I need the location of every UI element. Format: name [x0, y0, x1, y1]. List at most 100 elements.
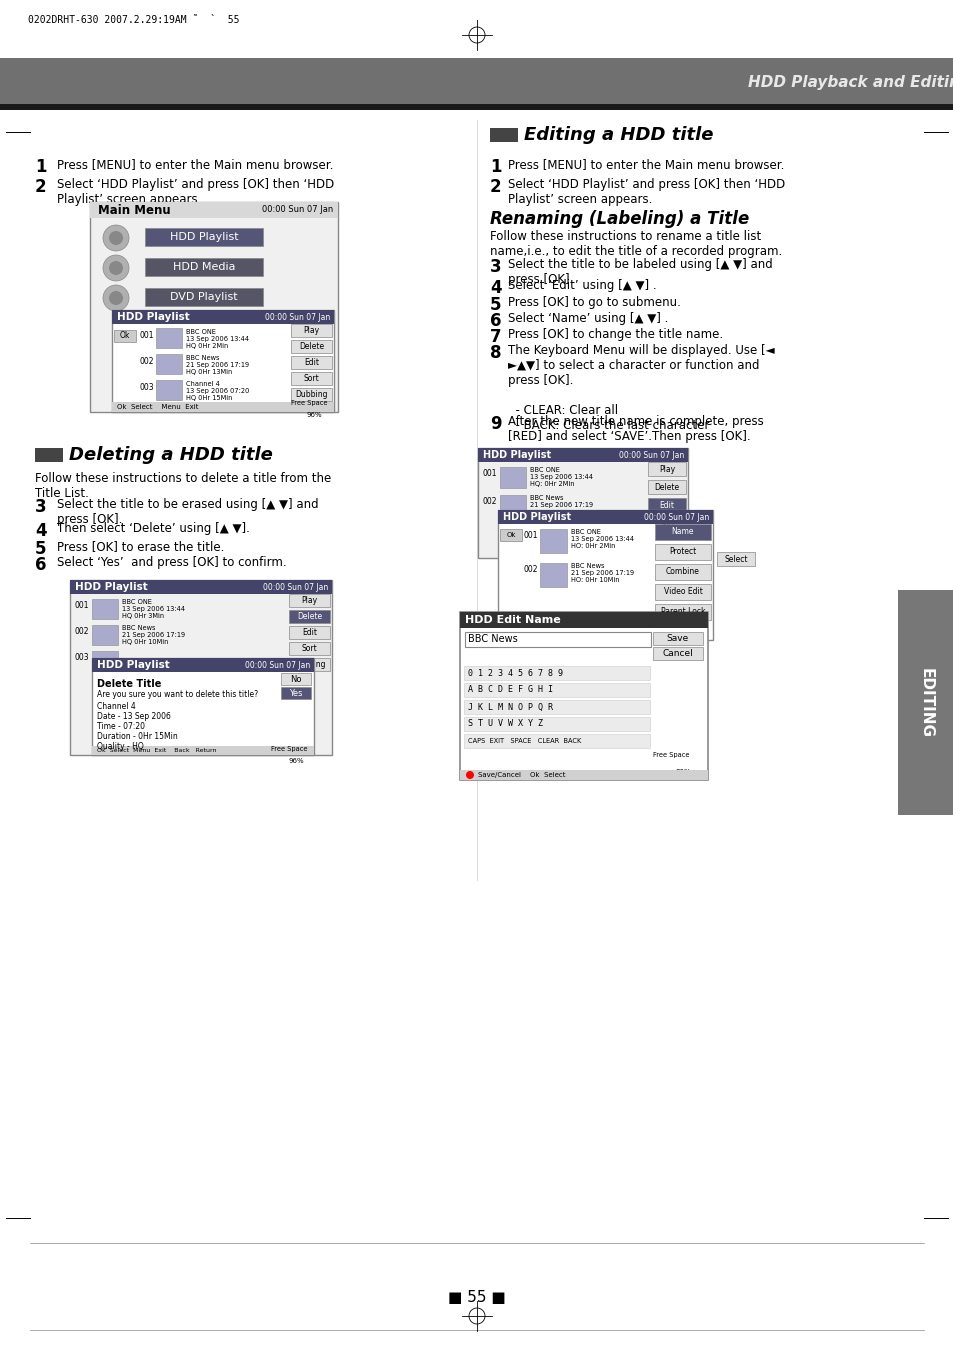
Bar: [463, 684, 649, 697]
Text: The Keyboard Menu will be displayed. Use [◄
►▲▼] to select a character or functi: The Keyboard Menu will be displayed. Use…: [507, 345, 774, 432]
Bar: [91, 658, 314, 671]
Bar: [499, 494, 525, 516]
Bar: [281, 673, 311, 685]
Bar: [156, 380, 182, 400]
Text: 80%: 80%: [675, 769, 690, 775]
Bar: [113, 330, 136, 342]
Text: Free Space: Free Space: [271, 746, 307, 753]
Bar: [156, 354, 182, 374]
Text: Select ‘Yes’  and press [OK] to confirm.: Select ‘Yes’ and press [OK] to confirm.: [57, 557, 286, 569]
Text: 8: 8: [490, 345, 501, 362]
Text: 00:00 Sun 07 Jan: 00:00 Sun 07 Jan: [265, 312, 330, 322]
Text: Select ‘HDD Playlist’ and press [OK] then ‘HDD
Playlist’ screen appears.: Select ‘HDD Playlist’ and press [OK] the…: [57, 178, 334, 205]
Text: Play: Play: [301, 596, 317, 605]
Text: HDD Playlist: HDD Playlist: [170, 232, 238, 242]
Text: S T U V W X Y Z: S T U V W X Y Z: [468, 720, 542, 728]
Bar: [497, 509, 712, 524]
Text: Press [MENU] to enter the Main menu browser.: Press [MENU] to enter the Main menu brow…: [57, 158, 333, 172]
Text: 90%: 90%: [679, 634, 695, 640]
Text: Select ‘HDD Playlist’ and press [OK] then ‘HDD
Playlist’ screen appears.: Select ‘HDD Playlist’ and press [OK] the…: [507, 178, 784, 205]
Bar: [145, 228, 263, 246]
Text: 003: 003: [75, 653, 90, 662]
Text: 001: 001: [523, 531, 537, 540]
Text: Select: Select: [723, 554, 747, 563]
Bar: [655, 563, 710, 580]
Bar: [289, 626, 330, 639]
Text: Free Space: Free Space: [652, 753, 689, 758]
Bar: [91, 598, 118, 619]
Text: Date - 13 Sep 2006: Date - 13 Sep 2006: [97, 712, 171, 721]
Text: J K L M N O P Q R: J K L M N O P Q R: [468, 703, 553, 712]
Bar: [459, 612, 707, 780]
Text: EDITING: EDITING: [918, 667, 933, 738]
Bar: [539, 563, 566, 586]
Bar: [289, 642, 330, 655]
Circle shape: [109, 261, 123, 276]
Text: Duration - 0Hr 15Min: Duration - 0Hr 15Min: [97, 732, 177, 740]
Text: BBC ONE
13 Sep 2006 13:44
HQ: 0Hr 2Min: BBC ONE 13 Sep 2006 13:44 HQ: 0Hr 2Min: [530, 467, 593, 486]
Bar: [112, 309, 334, 324]
Text: 0 1 2 3 4 5 6 7 8 9: 0 1 2 3 4 5 6 7 8 9: [468, 669, 562, 677]
Text: BBC News
21 Sep 2006 17:19
HQ 0Hr 10Min: BBC News 21 Sep 2006 17:19 HQ 0Hr 10Min: [122, 626, 185, 644]
Text: Ok: Ok: [120, 331, 130, 340]
Text: 9: 9: [490, 415, 501, 434]
Bar: [463, 717, 649, 731]
Text: Channel 4: Channel 4: [97, 703, 135, 711]
Text: Editing a HDD title: Editing a HDD title: [523, 126, 713, 145]
Text: 3: 3: [490, 258, 501, 276]
Text: Select the title to be erased using [▲ ▼] and
press [OK].: Select the title to be erased using [▲ ▼…: [57, 499, 318, 526]
Text: Name: Name: [671, 527, 694, 536]
Text: Main Menu: Main Menu: [98, 204, 171, 216]
Text: BBC ONE
13 Sep 2006 13:44
HQ 0Hr 3Min: BBC ONE 13 Sep 2006 13:44 HQ 0Hr 3Min: [122, 598, 185, 619]
Text: Sort: Sort: [303, 374, 319, 382]
Bar: [0, 58, 953, 109]
Text: BBC ONE
13 Sep 2006 13:44
HO: 0Hr 2Min: BBC ONE 13 Sep 2006 13:44 HO: 0Hr 2Min: [571, 530, 634, 549]
Bar: [145, 258, 263, 276]
Text: Delete: Delete: [654, 482, 679, 492]
Bar: [477, 449, 687, 558]
Text: Ok  Select    Menu  Exit: Ok Select Menu Exit: [117, 404, 198, 409]
Text: 5: 5: [35, 540, 47, 558]
Text: Video Edit: Video Edit: [663, 588, 701, 597]
Text: Edit: Edit: [659, 500, 674, 509]
Text: Delete Title: Delete Title: [97, 680, 161, 689]
Bar: [477, 449, 687, 462]
Text: BBC News
21 Sep 2006 17:19: BBC News 21 Sep 2006 17:19: [530, 494, 593, 508]
Text: HDD Playlist: HDD Playlist: [117, 312, 190, 322]
Bar: [291, 324, 332, 336]
Text: CAPS  EXIT   SPACE   CLEAR  BACK: CAPS EXIT SPACE CLEAR BACK: [468, 738, 580, 744]
Bar: [91, 658, 314, 755]
Bar: [655, 604, 710, 620]
Bar: [499, 467, 525, 488]
Text: 4: 4: [490, 280, 501, 297]
Bar: [717, 553, 754, 566]
Text: Cancel: Cancel: [662, 648, 693, 658]
Text: BBC News: BBC News: [468, 635, 517, 644]
Text: Save/Cancel    Ok  Select: Save/Cancel Ok Select: [477, 771, 565, 778]
Bar: [652, 632, 702, 644]
Bar: [655, 544, 710, 561]
Text: 4: 4: [35, 521, 47, 540]
Text: HDD Playlist: HDD Playlist: [97, 661, 170, 670]
Bar: [463, 700, 649, 713]
Circle shape: [465, 771, 474, 780]
Text: Edit: Edit: [304, 358, 318, 367]
Bar: [655, 584, 710, 600]
Text: 00:00 Sun 07 Jan: 00:00 Sun 07 Jan: [618, 450, 683, 459]
Text: 001: 001: [75, 601, 90, 611]
Text: Play: Play: [303, 326, 319, 335]
Text: Ok: Ok: [506, 532, 516, 538]
Text: After the new title name is complete, press
[RED] and select ‘SAVE’.Then press [: After the new title name is complete, pr…: [507, 415, 763, 443]
Text: 002: 002: [523, 565, 537, 574]
Bar: [490, 128, 517, 142]
Text: Edit: Edit: [302, 628, 316, 638]
Bar: [289, 658, 330, 671]
Text: Select ‘Edit’ using [▲ ▼] .: Select ‘Edit’ using [▲ ▼] .: [507, 280, 656, 292]
Circle shape: [103, 285, 129, 311]
Bar: [70, 580, 332, 594]
Circle shape: [109, 290, 123, 305]
Text: 00:00 Sun 07 Jan: 00:00 Sun 07 Jan: [245, 661, 310, 670]
Text: Quality - HQ: Quality - HQ: [97, 742, 144, 751]
Text: HDD Playback and Editing: HDD Playback and Editing: [747, 74, 953, 89]
Text: Press [MENU] to enter the Main menu browser.: Press [MENU] to enter the Main menu brow…: [507, 158, 783, 172]
